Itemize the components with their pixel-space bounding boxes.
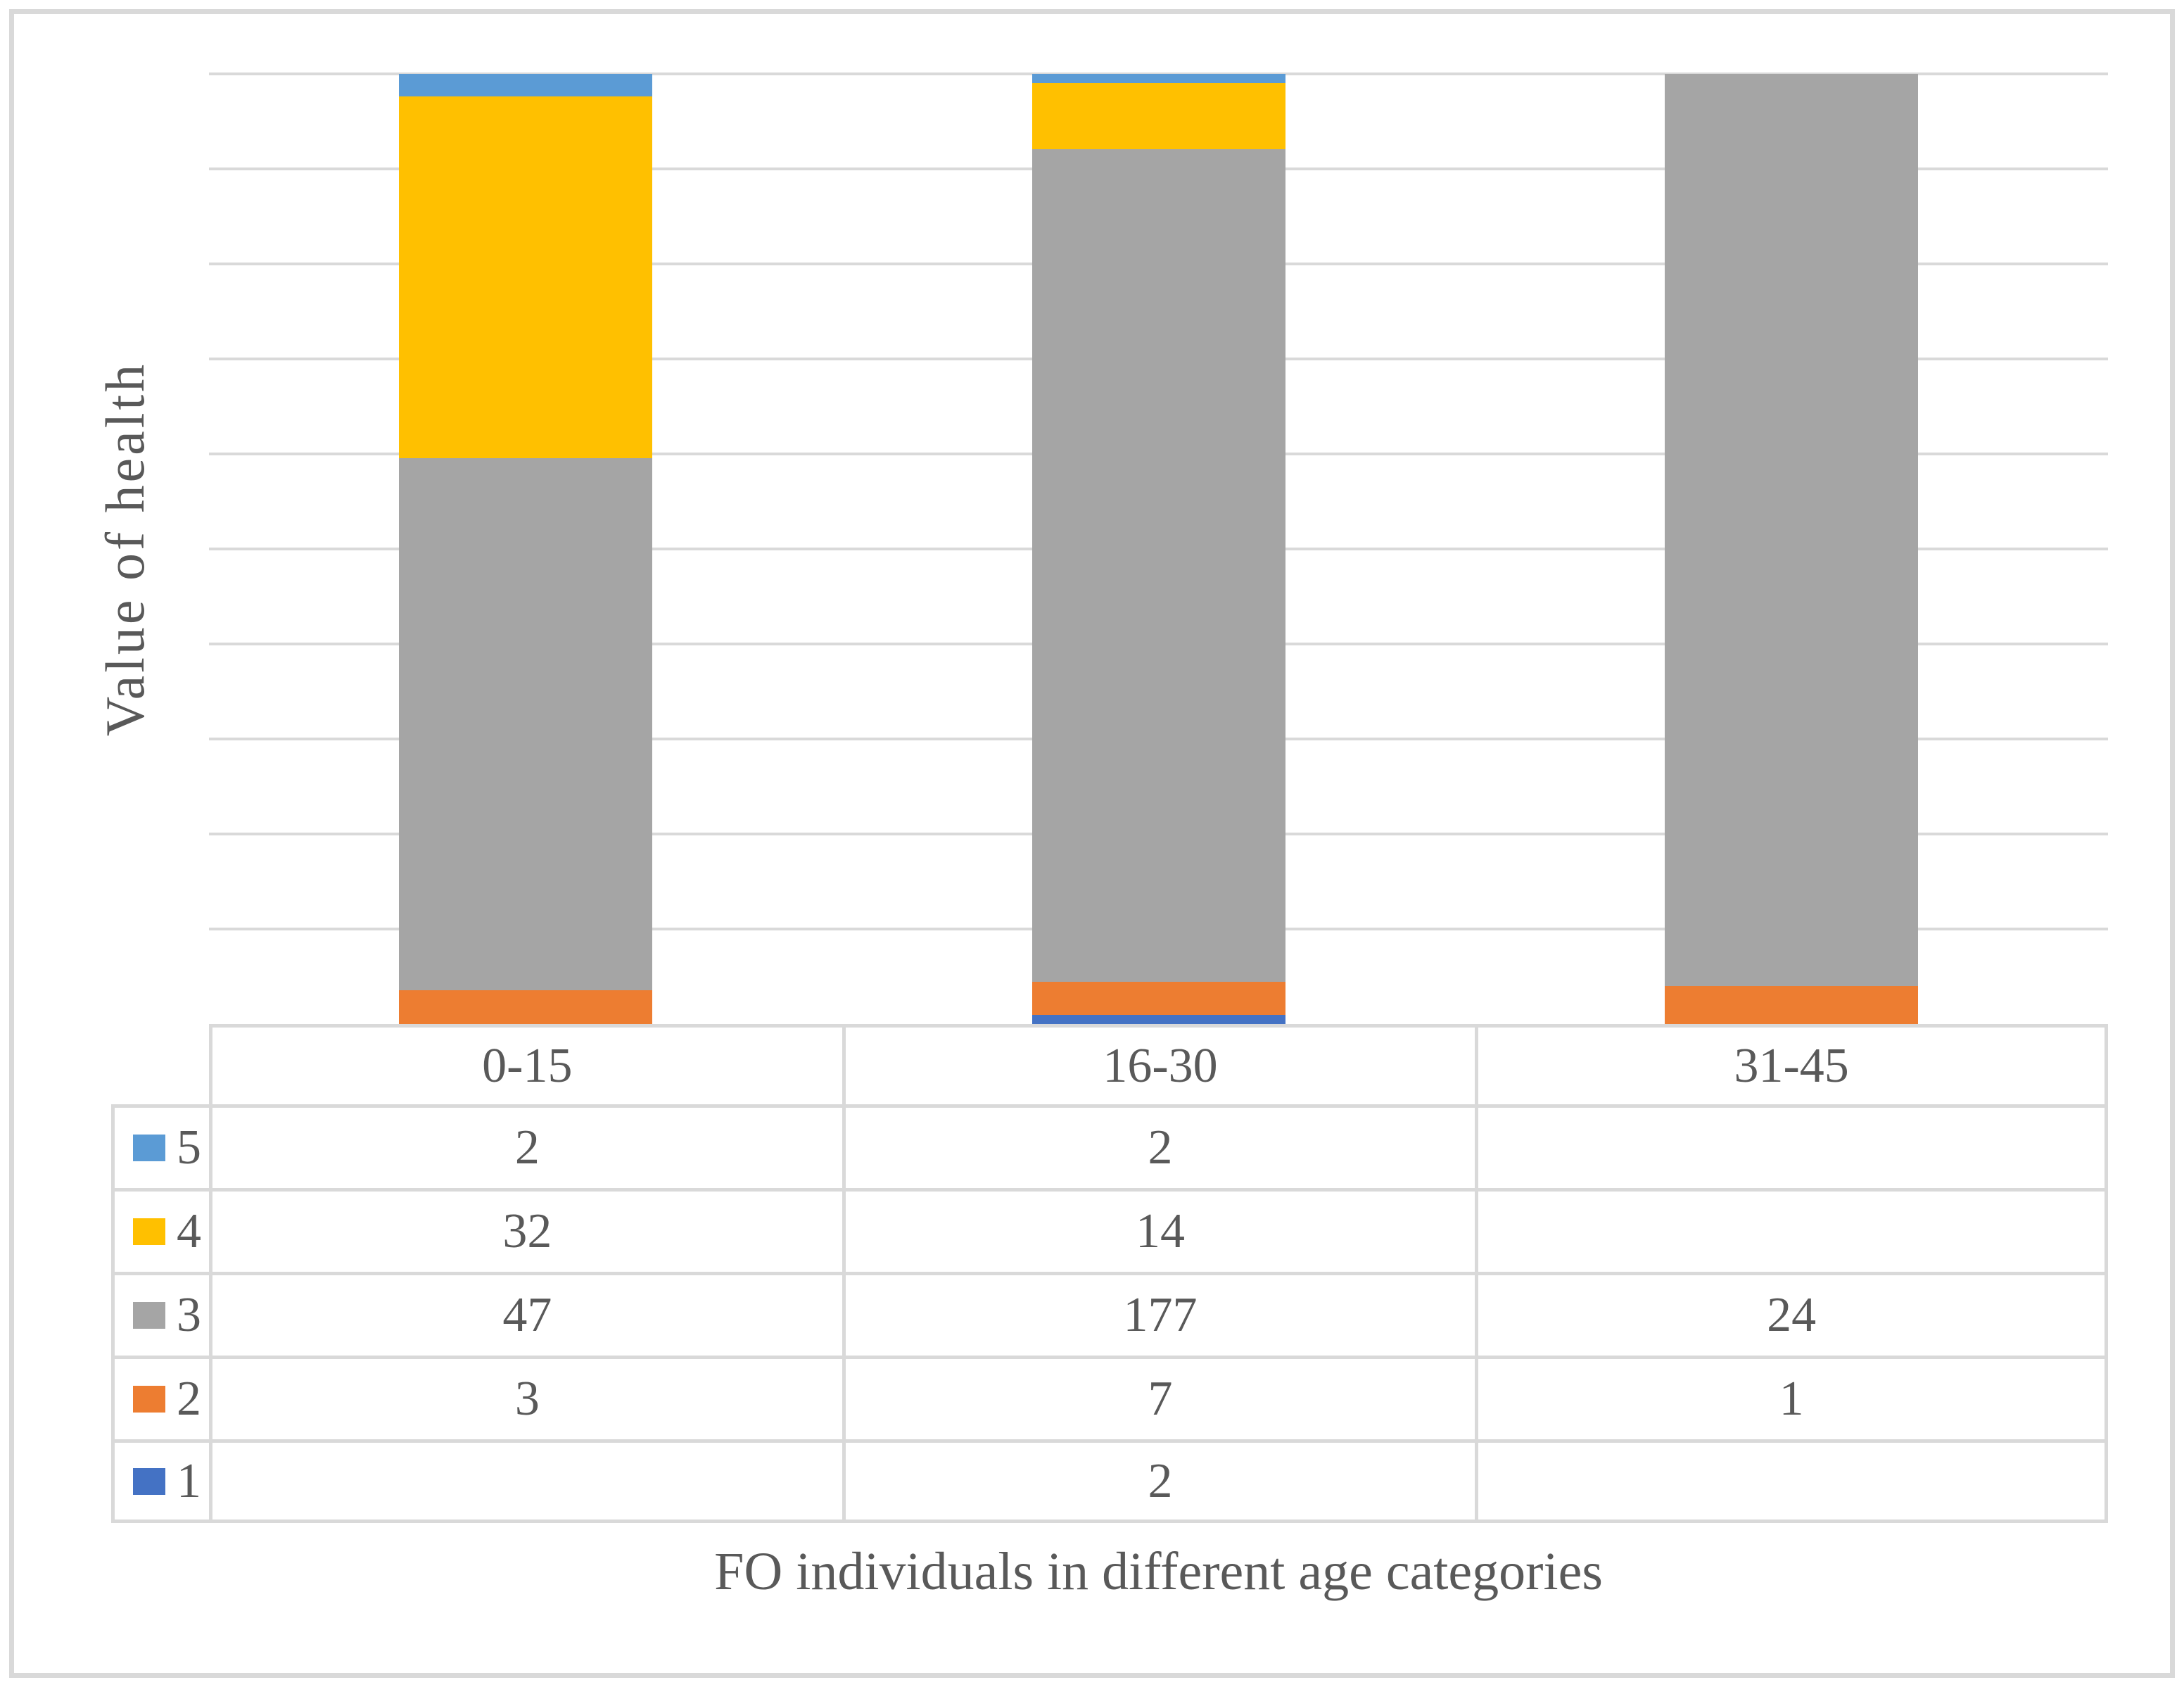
bar-31-45: [1665, 74, 1919, 1024]
figure-border: [9, 9, 2175, 1678]
table-value-series-2-31-45: 1: [1475, 1356, 2108, 1439]
legend-swatch-series-4: [133, 1218, 165, 1245]
bar-0-15: [398, 74, 652, 1024]
y-axis-title: Value of health: [94, 361, 155, 737]
legend-swatch-series-1: [133, 1467, 165, 1495]
column-header-16-30: 16-30: [842, 1024, 1475, 1104]
legend-label-series-1: 1: [177, 1453, 201, 1508]
table-corner-spacer: [111, 1024, 209, 1104]
column-header-31-45: 31-45: [1475, 1024, 2108, 1104]
table-value-series-1-0-15: [209, 1439, 842, 1523]
table-value-series-4-31-45: [1475, 1188, 2108, 1272]
legend-key-2: 2: [111, 1356, 209, 1439]
table-value-series-5-31-45: [1475, 1104, 2108, 1188]
gridline: [209, 72, 2108, 75]
bar-segment-series-2-16-30: [1031, 981, 1285, 1015]
table-value-series-4-16-30: 14: [842, 1188, 1475, 1272]
table-value-series-2-16-30: 7: [842, 1356, 1475, 1439]
bar-segment-series-5-0-15: [398, 74, 652, 97]
bar-segment-series-4-0-15: [398, 96, 652, 459]
legend-key-4: 4: [111, 1188, 209, 1272]
table-value-series-3-31-45: 24: [1475, 1272, 2108, 1356]
table-value-series-1-31-45: [1475, 1439, 2108, 1523]
table-value-series-4-0-15: 32: [209, 1188, 842, 1272]
bar-segment-series-3-16-30: [1031, 149, 1285, 982]
table-value-series-5-16-30: 2: [842, 1104, 1475, 1188]
bar-segment-series-1-16-30: [1031, 1014, 1285, 1024]
table-value-series-1-16-30: 2: [842, 1439, 1475, 1523]
legend-key-3: 3: [111, 1272, 209, 1356]
legend-label-series-2: 2: [177, 1372, 201, 1426]
bar-segment-series-2-31-45: [1665, 986, 1919, 1024]
legend-label-series-3: 3: [177, 1288, 201, 1342]
table-value-series-5-0-15: 2: [209, 1104, 842, 1188]
plot-area: [209, 72, 2108, 1024]
table-value-series-3-0-15: 47: [209, 1272, 842, 1356]
bar-segment-series-3-31-45: [1665, 74, 1919, 986]
table-value-series-3-16-30: 177: [842, 1272, 1475, 1356]
legend-swatch-series-5: [133, 1135, 165, 1161]
x-axis-title: FO individuals in different age categori…: [714, 1542, 1603, 1601]
legend-label-series-5: 5: [177, 1120, 201, 1175]
data-table: 0-15 16-30 31-45 5 2 2 4 32 14 3 47 177 24 2 3 7 1 1 2: [111, 1024, 2108, 1523]
legend-swatch-series-3: [133, 1302, 165, 1329]
legend-key-5: 5: [111, 1104, 209, 1188]
table-value-series-2-0-15: 3: [209, 1356, 842, 1439]
bar-segment-series-3-0-15: [398, 458, 652, 990]
bar-segment-series-2-0-15: [398, 990, 652, 1024]
legend-swatch-series-2: [133, 1386, 165, 1413]
bar-segment-series-4-16-30: [1031, 83, 1285, 149]
bar-segment-series-5-16-30: [1031, 74, 1285, 84]
bar-16-30: [1031, 74, 1285, 1024]
legend-label-series-4: 4: [177, 1204, 201, 1258]
legend-key-1: 1: [111, 1439, 209, 1523]
column-header-0-15: 0-15: [209, 1024, 842, 1104]
